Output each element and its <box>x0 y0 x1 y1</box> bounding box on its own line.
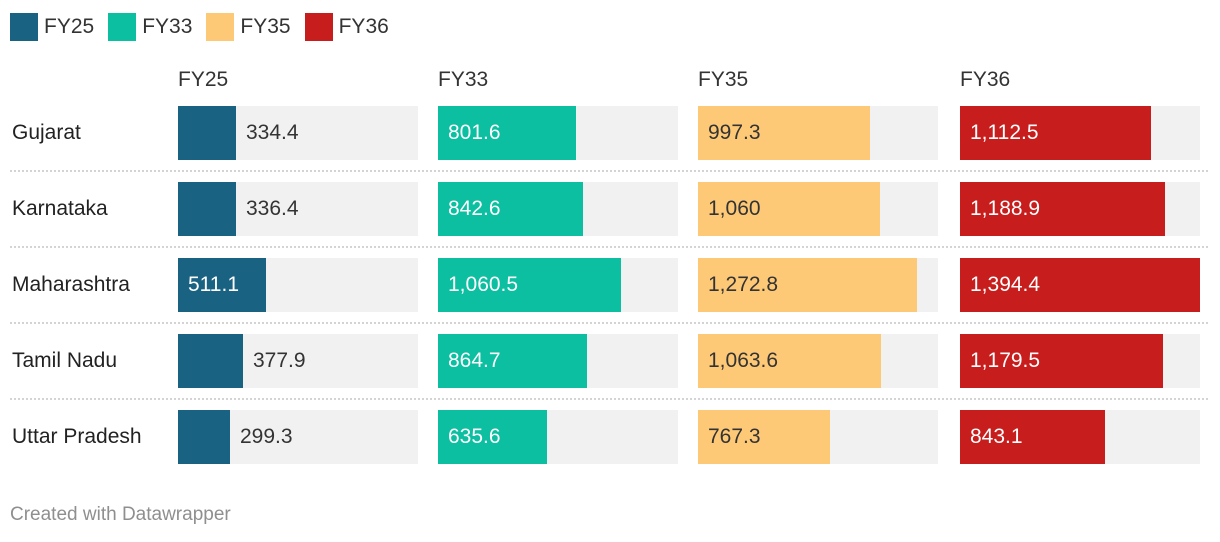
row-label-uttar-pradesh: Uttar Pradesh <box>12 425 142 448</box>
bar-maharashtra-fy35 <box>698 258 917 312</box>
data-label-karnataka-fy36: 1,188.9 <box>970 197 1041 220</box>
row-separator <box>10 322 1208 324</box>
data-label-karnataka-fy25: 336.4 <box>246 197 299 220</box>
data-label-uttar-pradesh-fy25: 299.3 <box>240 425 293 448</box>
data-label-gujarat-fy33: 801.6 <box>448 121 501 144</box>
bar-gujarat-fy25 <box>178 106 236 160</box>
bar-karnataka-fy33 <box>438 182 583 236</box>
bar-track-karnataka-fy35: 1,060 <box>698 182 938 236</box>
bar-track-uttar-pradesh-fy25: 299.3 <box>178 410 418 464</box>
bar-track-gujarat-fy33: 801.6 <box>438 106 678 160</box>
data-label-maharashtra-fy36: 1,394.4 <box>970 273 1041 296</box>
row-label-gujarat: Gujarat <box>12 121 81 144</box>
bar-tamil-nadu-fy25 <box>178 334 243 388</box>
data-label-tamil-nadu-fy36: 1,179.5 <box>970 349 1041 372</box>
legend-item-fy25: FY25 <box>10 13 94 41</box>
column-header-fy35: FY35 <box>698 68 749 91</box>
bar-track-tamil-nadu-fy35: 1,063.6 <box>698 334 938 388</box>
bar-maharashtra-fy25 <box>178 258 266 312</box>
bar-track-maharashtra-fy36: 1,394.4 <box>960 258 1200 312</box>
bar-track-tamil-nadu-fy33: 864.7 <box>438 334 678 388</box>
data-label-maharashtra-fy25: 511.1 <box>188 273 239 296</box>
chart-legend: FY25 FY33 FY35 FY36 <box>10 12 403 42</box>
data-label-tamil-nadu-fy33: 864.7 <box>448 349 501 372</box>
bar-uttar-pradesh-fy33 <box>438 410 547 464</box>
bar-track-gujarat-fy25: 334.4 <box>178 106 418 160</box>
data-label-gujarat-fy25: 334.4 <box>246 121 299 144</box>
bar-karnataka-fy35 <box>698 182 880 236</box>
legend-item-fy35: FY35 <box>206 13 291 41</box>
data-label-tamil-nadu-fy25: 377.9 <box>253 349 306 372</box>
data-label-uttar-pradesh-fy33: 635.6 <box>448 425 501 448</box>
data-label-gujarat-fy35: 997.3 <box>708 121 761 144</box>
chart-credit: Created with Datawrapper <box>10 504 231 525</box>
bar-gujarat-fy36 <box>960 106 1151 160</box>
legend-item-fy33: FY33 <box>108 13 192 41</box>
data-label-karnataka-fy33: 842.6 <box>448 197 501 220</box>
bar-track-gujarat-fy35: 997.3 <box>698 106 938 160</box>
bar-maharashtra-fy33 <box>438 258 621 312</box>
bar-track-karnataka-fy33: 842.6 <box>438 182 678 236</box>
legend-label: FY36 <box>338 15 389 38</box>
legend-swatch-fy35 <box>206 13 235 41</box>
data-label-karnataka-fy35: 1,060 <box>708 197 761 220</box>
row-label-tamil-nadu: Tamil Nadu <box>12 349 118 372</box>
column-header-fy36: FY36 <box>960 68 1011 91</box>
bar-tamil-nadu-fy33 <box>438 334 587 388</box>
data-label-maharashtra-fy33: 1,060.5 <box>448 273 519 296</box>
bar-track-uttar-pradesh-fy36: 843.1 <box>960 410 1200 464</box>
row-label-karnataka: Karnataka <box>12 197 108 220</box>
row-separator <box>10 398 1208 400</box>
legend-label: FY25 <box>44 15 95 38</box>
bar-gujarat-fy33 <box>438 106 576 160</box>
bar-track-tamil-nadu-fy36: 1,179.5 <box>960 334 1200 388</box>
bar-tamil-nadu-fy36 <box>960 334 1163 388</box>
row-separator <box>10 246 1208 248</box>
data-label-gujarat-fy36: 1,112.5 <box>970 121 1039 144</box>
legend-swatch-fy25 <box>10 13 38 41</box>
legend-label: FY33 <box>142 15 193 38</box>
column-header-fy25: FY25 <box>178 68 229 91</box>
legend-swatch-fy33 <box>108 13 137 41</box>
bar-tamil-nadu-fy35 <box>698 334 881 388</box>
legend-swatch-fy36 <box>304 13 333 41</box>
bar-karnataka-fy36 <box>960 182 1165 236</box>
data-label-uttar-pradesh-fy35: 767.3 <box>708 425 761 448</box>
data-label-uttar-pradesh-fy36: 843.1 <box>970 425 1023 448</box>
legend-item-fy36: FY36 <box>304 13 389 41</box>
bar-track-maharashtra-fy35: 1,272.8 <box>698 258 938 312</box>
bar-track-uttar-pradesh-fy35: 767.3 <box>698 410 938 464</box>
bar-maharashtra-fy36 <box>960 258 1200 312</box>
bar-track-karnataka-fy36: 1,188.9 <box>960 182 1200 236</box>
bar-uttar-pradesh-fy35 <box>698 410 830 464</box>
bar-track-tamil-nadu-fy25: 377.9 <box>178 334 418 388</box>
data-label-maharashtra-fy35: 1,272.8 <box>708 273 779 296</box>
bar-track-uttar-pradesh-fy33: 635.6 <box>438 410 678 464</box>
bar-track-gujarat-fy36: 1,112.5 <box>960 106 1200 160</box>
bar-karnataka-fy25 <box>178 182 236 236</box>
bar-uttar-pradesh-fy25 <box>178 410 230 464</box>
bar-track-maharashtra-fy33: 1,060.5 <box>438 258 678 312</box>
data-label-tamil-nadu-fy35: 1,063.6 <box>708 349 779 372</box>
legend-label: FY35 <box>240 15 291 38</box>
row-label-maharashtra: Maharashtra <box>12 273 130 296</box>
column-header-fy33: FY33 <box>438 68 489 91</box>
bar-track-maharashtra-fy25: 511.1 <box>178 258 418 312</box>
bar-track-karnataka-fy25: 336.4 <box>178 182 418 236</box>
row-separator <box>10 170 1208 172</box>
bar-gujarat-fy35 <box>698 106 870 160</box>
bar-uttar-pradesh-fy36 <box>960 410 1105 464</box>
